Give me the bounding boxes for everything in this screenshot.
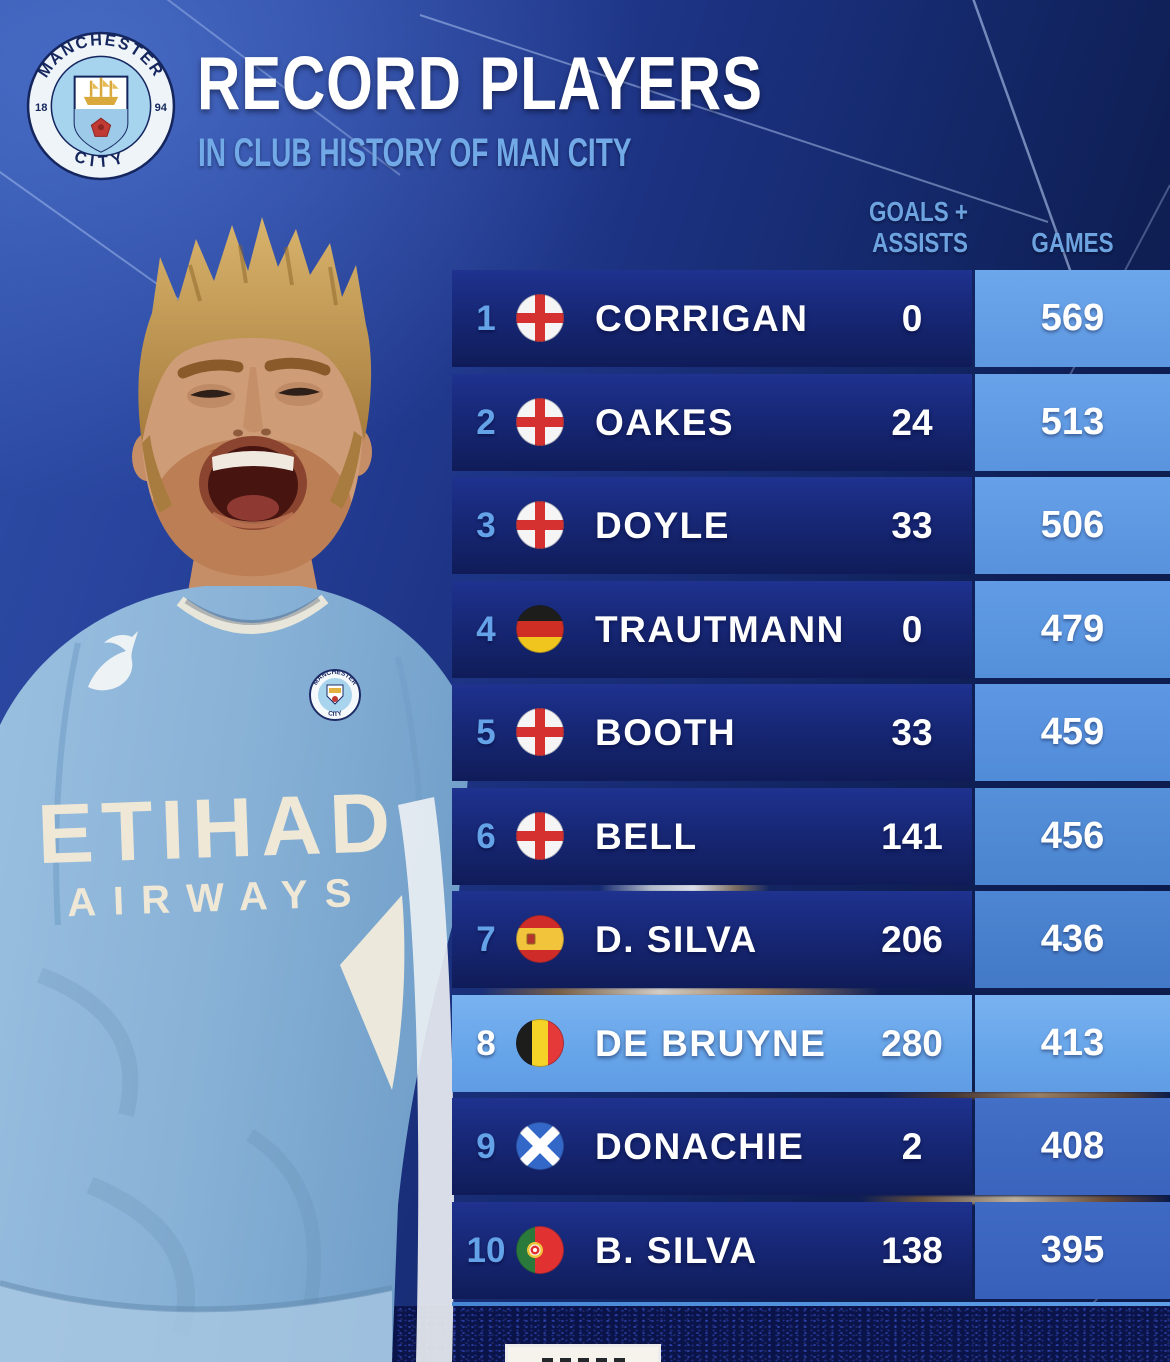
player-name: DOYLE: [595, 504, 730, 546]
table-row-2: 2 OAKES 24 513: [452, 374, 1170, 471]
goals-assists-value: 0: [901, 608, 923, 650]
table-row-5: 5 BOOTH 33 459: [452, 684, 1170, 781]
flag-icon-england: [516, 812, 564, 860]
goals-assists-value: 33: [891, 711, 933, 753]
rank-label: 10: [466, 1230, 506, 1270]
svg-text:94: 94: [155, 102, 168, 114]
goals-assists-value: 2: [901, 1125, 923, 1167]
glare-streak: [600, 884, 770, 892]
player-name: D. SILVA: [595, 918, 758, 960]
shirt-sponsor-line1: ETIHAD: [36, 775, 400, 882]
player-name: BELL: [595, 815, 698, 857]
rank-label: 1: [476, 298, 496, 338]
goals-assists-value: 33: [891, 504, 933, 546]
rank-label: 5: [476, 712, 496, 752]
column-header-goals-assists: GOALS + ASSISTS: [802, 196, 968, 258]
goals-header-line1: GOALS +: [869, 196, 968, 227]
games-cell: 513: [975, 374, 1170, 471]
rank-label: 4: [476, 609, 496, 649]
club-badge: MANCHESTER CITY 18 94: [26, 31, 176, 181]
glare-streak: [860, 1196, 1170, 1204]
svg-text:CITY: CITY: [327, 710, 343, 718]
watermark-box: [505, 1344, 661, 1362]
table-row-10: 10 B. SILVA 138 395: [452, 1202, 1170, 1299]
player-name: OAKES: [595, 401, 735, 443]
games-cell: 459: [975, 684, 1170, 781]
player-name: DONACHIE: [595, 1125, 805, 1167]
rank-label: 6: [476, 816, 496, 856]
puma-logo: [88, 631, 138, 691]
table-row-9: 9 DONACHIE 2 408: [452, 1098, 1170, 1195]
goals-assists-value: 24: [891, 401, 933, 443]
flag-icon-belgium: [516, 1019, 564, 1067]
rank-label: 7: [476, 919, 496, 959]
page-subtitle: IN CLUB HISTORY OF MAN CITY: [198, 131, 632, 175]
flag-icon-portugal: [516, 1226, 564, 1274]
table-row-4: 4 TRAUTMANN 0 479: [452, 581, 1170, 678]
games-cell: 436: [975, 891, 1170, 988]
player-photo: MANCHESTER CITY ETIHAD AIRWAYS: [0, 217, 472, 1362]
flag-icon-spain: [516, 915, 564, 963]
flag-icon-england: [516, 501, 564, 549]
games-cell: 413: [975, 995, 1170, 1092]
rank-label: 3: [476, 505, 496, 545]
games-cell: 479: [975, 581, 1170, 678]
player-name: BOOTH: [595, 711, 737, 753]
player-name: TRAUTMANN: [595, 608, 845, 650]
flag-icon-scotland: [516, 1122, 564, 1170]
games-cell: 569: [975, 270, 1170, 367]
flag-icon-england: [516, 398, 564, 446]
bottom-divider-line: [452, 1302, 1170, 1306]
goals-assists-value: 138: [881, 1229, 943, 1271]
flag-icon-germany: [516, 605, 564, 653]
goals-assists-value: 0: [901, 297, 923, 339]
table-row-3: 3 DOYLE 33 506: [452, 477, 1170, 574]
player-name: CORRIGAN: [595, 297, 809, 339]
table-row-8-highlighted: 8 DE BRUYNE 280 413: [452, 995, 1170, 1092]
rank-label: 8: [476, 1023, 496, 1063]
player-name: DE BRUYNE: [595, 1022, 827, 1064]
glare-streak: [880, 1092, 1170, 1099]
svg-text:18: 18: [35, 102, 47, 114]
games-cell: 408: [975, 1098, 1170, 1195]
page-title: RECORD PLAYERS: [197, 41, 763, 125]
goals-header-line2: ASSISTS: [872, 227, 968, 258]
goals-assists-value: 141: [881, 815, 943, 857]
games-cell: 506: [975, 477, 1170, 574]
goals-assists-value: 280: [881, 1022, 943, 1064]
flag-icon-england: [516, 708, 564, 756]
games-cell: 395: [975, 1202, 1170, 1299]
svg-text:CITY: CITY: [72, 147, 130, 171]
shirt-sponsor-line2: AIRWAYS: [66, 871, 369, 925]
rank-label: 9: [476, 1126, 496, 1166]
glare-streak: [480, 988, 880, 996]
chest-club-badge: MANCHESTER CITY: [309, 669, 361, 721]
table-row-6: 6 BELL 141 456: [452, 788, 1170, 885]
column-header-games: GAMES: [1031, 227, 1114, 258]
table-row-1: 1 CORRIGAN 0 569: [452, 270, 1170, 367]
rank-label: 2: [476, 402, 496, 442]
games-cell: 456: [975, 788, 1170, 885]
table-row-7: 7 D. SILVA 206 436: [452, 891, 1170, 988]
player-name: B. SILVA: [595, 1229, 758, 1271]
goals-assists-value: 206: [881, 918, 943, 960]
flag-icon-england: [516, 294, 564, 342]
